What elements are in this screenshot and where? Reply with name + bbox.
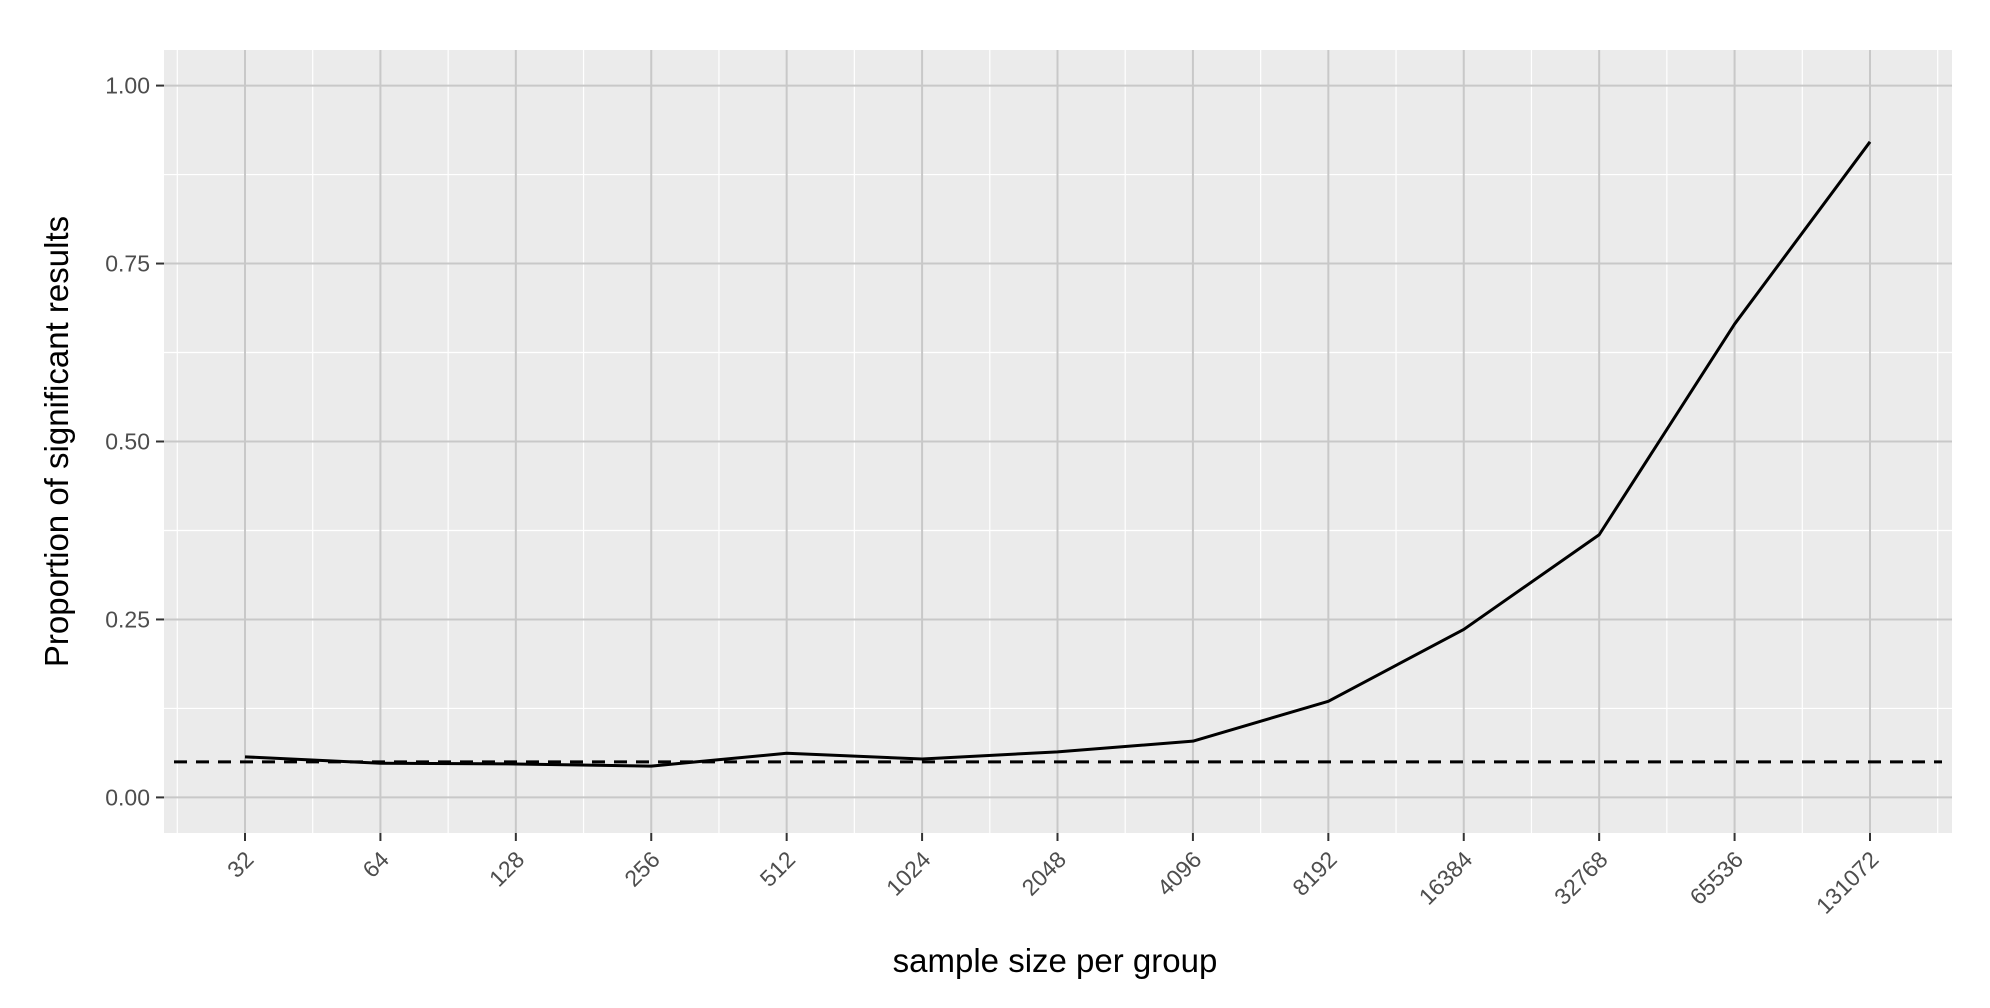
series-layer [244, 140, 1872, 768]
y-tick-label: 0.25 [105, 606, 150, 632]
y-tick-label: 1.00 [105, 73, 150, 99]
y-tick-label: 0.75 [105, 251, 150, 277]
y-axis-title: Proportion of significant results [38, 216, 75, 667]
y-axis: 0.00 0.25 0.50 0.75 1.00 [105, 73, 164, 810]
y-tick-label: 0.00 [105, 784, 150, 810]
y-tick-label: 0.50 [105, 429, 150, 455]
x-axis-title: sample size per group [893, 942, 1218, 979]
